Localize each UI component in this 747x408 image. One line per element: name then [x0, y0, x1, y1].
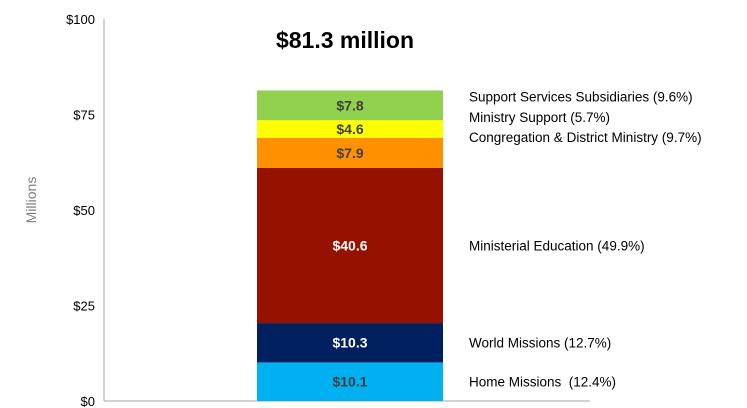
segment-value-label: $4.6 [336, 121, 363, 137]
y-tick-label: $100 [66, 12, 95, 27]
bar-segment [257, 362, 443, 401]
bar-segment [257, 167, 443, 324]
y-tick-label: $75 [73, 108, 95, 123]
y-tick-label: $50 [73, 203, 95, 218]
legend: Home Missions (12.4%) World Missions (12.… [469, 89, 702, 389]
bar-segment [257, 90, 443, 121]
segment-value-labels: $10.1 $10.3 $40.6 $7.9 $4.6 $7.8 [332, 97, 367, 389]
segment-value-label: $10.3 [332, 335, 367, 351]
y-tick-label: $0 [81, 394, 95, 408]
bar-segment [257, 120, 443, 138]
legend-entry: Ministerial Education (49.9%) [469, 239, 645, 254]
segment-value-label: $40.6 [332, 238, 367, 254]
legend-entry: World Missions (12.7%) [469, 336, 611, 351]
bar-segment [257, 323, 443, 363]
chart-title: $81.3 million [276, 27, 414, 53]
y-axis-label: Millions [23, 177, 39, 224]
bar-segment [257, 137, 443, 168]
legend-entry: Congregation & District Ministry (9.7%) [469, 130, 702, 145]
legend-entry: Ministry Support (5.7%) [469, 110, 610, 125]
segment-value-label: $7.9 [336, 145, 363, 161]
legend-entry: Support Services Subsidiaries (9.6%) [469, 89, 693, 104]
y-tick-labels: $0 $25 $50 $75 $100 [66, 12, 95, 408]
segment-value-label: $10.1 [332, 374, 367, 390]
segment-value-label: $7.8 [336, 97, 363, 113]
y-tick-label: $25 [73, 299, 95, 314]
bar-segments [257, 90, 443, 401]
legend-entry: Home Missions (12.4%) [469, 375, 616, 390]
